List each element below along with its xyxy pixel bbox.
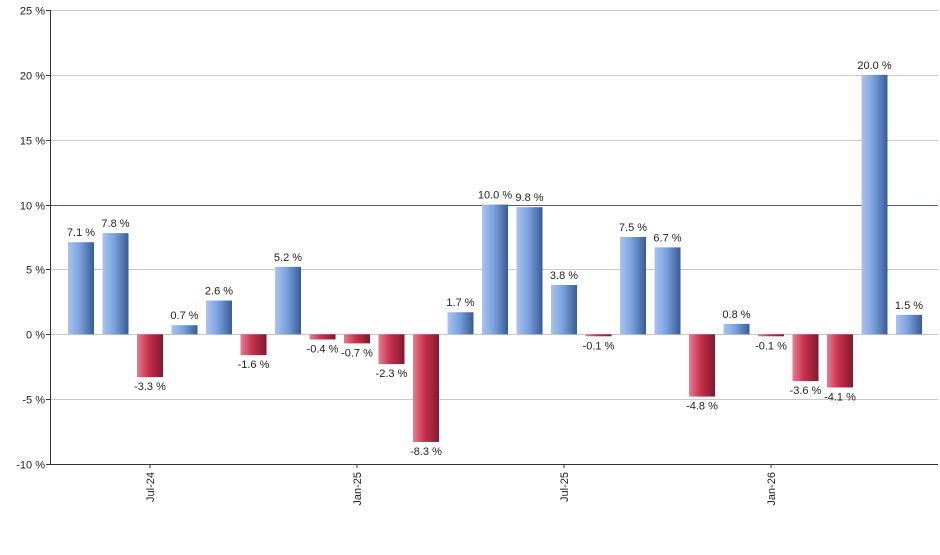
x-tick-label: Jul-25 <box>559 472 571 502</box>
y-tick-label: 0 % <box>26 330 45 342</box>
y-tick-label: -10 % <box>16 460 45 472</box>
bar <box>620 237 646 335</box>
value-label: 9.8 % <box>515 192 543 204</box>
bar <box>344 334 370 344</box>
x-tick-label: Jan-26 <box>766 472 778 506</box>
y-tick-label: 20 % <box>20 71 45 83</box>
bar <box>896 314 922 335</box>
value-label: 7.8 % <box>101 218 129 230</box>
bar <box>516 207 543 335</box>
bar <box>585 334 612 337</box>
value-label: -0.1 % <box>583 340 615 352</box>
bar <box>689 334 715 397</box>
value-label: 7.1 % <box>67 227 95 239</box>
value-labels: 7.1 % 7.8 % -3.3 % 0.7 % 2.6 % -1.6 % 5.2 % -0.… <box>67 60 923 458</box>
axes: -10 % -5 % 0 % 5 % 10 % 15 % 20 % 25 % Jul-24 Jan… <box>16 6 938 506</box>
x-tick-label: Jan-25 <box>352 472 364 506</box>
y-tick-label: -5 % <box>22 395 45 407</box>
bars <box>68 74 922 442</box>
bar <box>861 74 888 335</box>
value-label: -3.6 % <box>790 385 822 397</box>
value-label: 3.8 % <box>550 270 578 282</box>
value-label: -3.3 % <box>134 381 166 393</box>
value-label: 7.5 % <box>619 222 647 234</box>
value-label: -4.8 % <box>686 401 718 413</box>
bar <box>275 266 301 335</box>
bar <box>447 312 474 335</box>
value-label: 6.7 % <box>653 232 681 244</box>
value-label: -2.3 % <box>376 368 408 380</box>
bar <box>137 334 163 378</box>
bar <box>240 334 267 356</box>
y-tick-label: 5 % <box>26 265 45 277</box>
bar <box>723 323 750 335</box>
value-label: -4.1 % <box>824 391 856 403</box>
bar <box>654 247 681 335</box>
bar <box>413 334 439 442</box>
bar <box>482 204 508 335</box>
bar <box>102 233 129 335</box>
value-label: 2.6 % <box>205 286 233 298</box>
bar <box>206 300 232 335</box>
y-tick-label: 25 % <box>20 6 45 18</box>
value-label: -0.4 % <box>307 343 339 355</box>
value-label: 0.8 % <box>722 309 750 321</box>
value-label: 5.2 % <box>274 252 302 264</box>
bar <box>68 242 94 335</box>
bar <box>792 334 819 381</box>
value-label: 0.7 % <box>170 310 198 322</box>
y-tick-label: 15 % <box>20 136 45 148</box>
value-label: -8.3 % <box>410 446 442 458</box>
bar <box>309 334 336 340</box>
value-label: -1.6 % <box>238 359 270 371</box>
bar <box>551 284 577 335</box>
value-label: 1.7 % <box>446 297 474 309</box>
value-label: 20.0 % <box>857 60 891 72</box>
value-label: 10.0 % <box>478 190 512 202</box>
bar <box>378 334 405 365</box>
bar <box>171 325 198 335</box>
value-label: -0.7 % <box>341 347 373 359</box>
value-label: -0.1 % <box>755 340 787 352</box>
x-tick-label: Jul-24 <box>145 472 157 502</box>
y-tick-label: 10 % <box>20 201 45 213</box>
bar <box>758 334 784 337</box>
value-label: 1.5 % <box>895 300 923 312</box>
bar <box>827 334 853 388</box>
